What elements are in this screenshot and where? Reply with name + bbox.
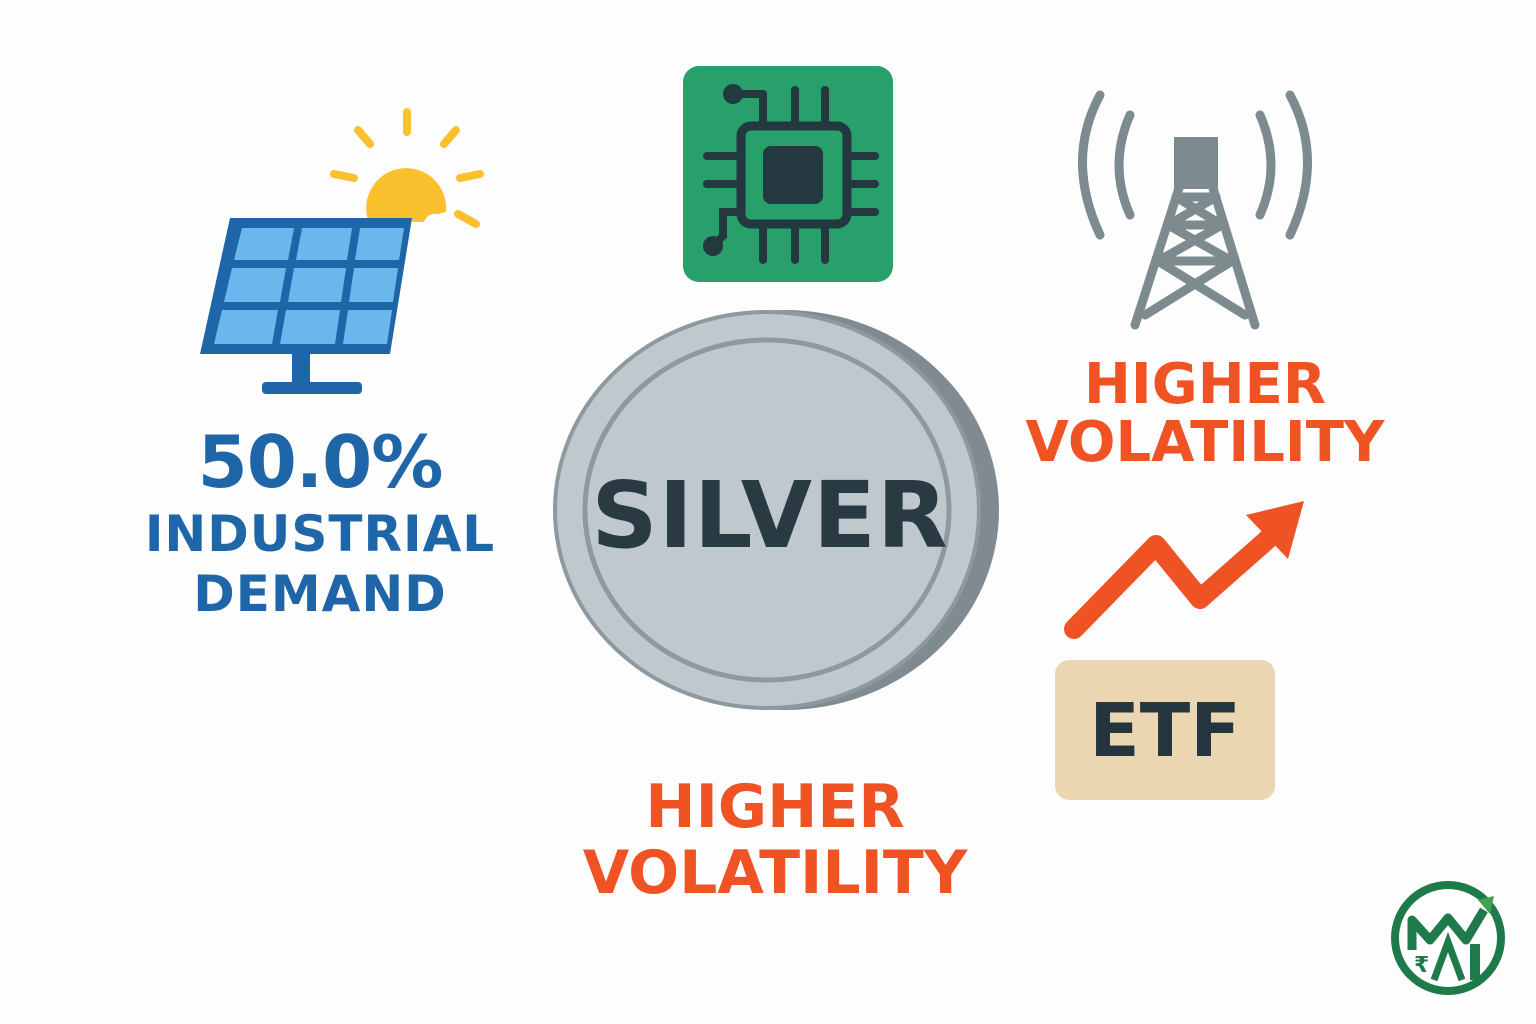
etf-label: ETF	[1089, 688, 1241, 774]
microchip-icon	[683, 66, 893, 282]
brand-logo-icon: ₹	[1391, 881, 1505, 995]
demand-label: DEMAND	[193, 565, 447, 623]
silver-coin-icon	[553, 310, 999, 710]
industrial-percent: 50.0%	[197, 420, 444, 504]
solar-panel-icon	[200, 218, 412, 394]
svg-text:₹: ₹	[1414, 953, 1429, 978]
etf-badge	[1055, 660, 1275, 800]
right-volatility-label: VOLATILITY	[1025, 410, 1385, 475]
coin-label: SILVER	[591, 462, 949, 569]
signal-tower-icon	[1078, 90, 1312, 330]
trend-up-arrow-icon	[1064, 501, 1304, 639]
right-higher-label: HIGHER	[1084, 352, 1326, 417]
sun-icon	[330, 108, 484, 228]
industrial-label: INDUSTRIAL	[144, 505, 496, 563]
bottom-higher-label: HIGHER	[645, 772, 905, 842]
bottom-volatility-label: VOLATILITY	[582, 838, 968, 908]
